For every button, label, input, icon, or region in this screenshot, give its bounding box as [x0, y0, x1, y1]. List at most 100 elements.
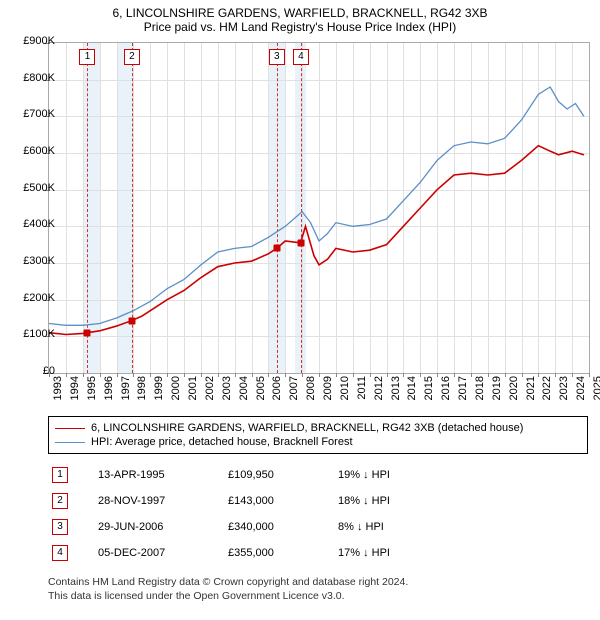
chart-subtitle: Price paid vs. HM Land Registry's House … [0, 20, 600, 40]
transaction-pct: 18% ↓ HPI [338, 495, 468, 507]
x-tick [285, 373, 286, 377]
x-axis-label: 2022 [541, 376, 553, 406]
x-tick [235, 373, 236, 377]
x-axis-label: 2002 [204, 376, 216, 406]
x-axis-label: 2018 [474, 376, 486, 406]
y-axis-label: £100K [23, 328, 55, 340]
x-axis-label: 1997 [120, 376, 132, 406]
x-axis-label: 2023 [558, 376, 570, 406]
x-axis-label: 1993 [52, 376, 64, 406]
footer-line1: Contains HM Land Registry data © Crown c… [48, 576, 408, 590]
x-tick [420, 373, 421, 377]
x-axis-label: 1995 [86, 376, 98, 406]
transaction-marker: 2 [52, 493, 68, 509]
x-axis-label: 2010 [339, 376, 351, 406]
transaction-price: £355,000 [228, 547, 328, 559]
x-tick [319, 373, 320, 377]
x-axis-label: 2020 [508, 376, 520, 406]
transaction-pct: 17% ↓ HPI [338, 547, 468, 559]
x-axis-label: 2008 [305, 376, 317, 406]
y-axis-label: £700K [23, 108, 55, 120]
transaction-date: 05-DEC-2007 [98, 547, 218, 559]
x-tick [252, 373, 253, 377]
x-tick [522, 373, 523, 377]
x-tick [437, 373, 438, 377]
y-axis-label: £900K [23, 35, 55, 47]
x-axis-label: 2019 [491, 376, 503, 406]
y-axis-label: £400K [23, 218, 55, 230]
legend-box: 6, LINCOLNSHIRE GARDENS, WARFIELD, BRACK… [48, 416, 588, 454]
chart-plot-area: 1234 [48, 42, 590, 374]
x-tick [302, 373, 303, 377]
legend-swatch [55, 428, 85, 429]
x-axis-label: 1996 [103, 376, 115, 406]
chart-title: 6, LINCOLNSHIRE GARDENS, WARFIELD, BRACK… [0, 0, 600, 20]
x-axis-label: 2015 [423, 376, 435, 406]
x-axis-label: 2021 [525, 376, 537, 406]
footer-line2: This data is licensed under the Open Gov… [48, 590, 408, 604]
transaction-marker: 4 [52, 545, 68, 561]
x-axis-label: 2005 [255, 376, 267, 406]
y-axis-label: £300K [23, 255, 55, 267]
x-tick [133, 373, 134, 377]
x-tick [572, 373, 573, 377]
x-tick [370, 373, 371, 377]
x-tick [268, 373, 269, 377]
x-tick [454, 373, 455, 377]
x-axis-label: 1999 [153, 376, 165, 406]
transaction-price: £340,000 [228, 521, 328, 533]
x-tick [117, 373, 118, 377]
x-tick [353, 373, 354, 377]
transaction-row: 113-APR-1995£109,95019% ↓ HPI [48, 462, 588, 488]
x-tick [403, 373, 404, 377]
transaction-price: £143,000 [228, 495, 328, 507]
legend-item: 6, LINCOLNSHIRE GARDENS, WARFIELD, BRACK… [55, 421, 581, 435]
legend-label: HPI: Average price, detached house, Brac… [91, 436, 353, 448]
y-axis-label: £800K [23, 72, 55, 84]
y-axis-label: £500K [23, 182, 55, 194]
transaction-row: 329-JUN-2006£340,0008% ↓ HPI [48, 514, 588, 540]
x-tick [66, 373, 67, 377]
x-tick [201, 373, 202, 377]
legend-label: 6, LINCOLNSHIRE GARDENS, WARFIELD, BRACK… [91, 422, 523, 434]
x-tick [505, 373, 506, 377]
transactions-table: 113-APR-1995£109,95019% ↓ HPI228-NOV-199… [48, 462, 588, 566]
footer-text: Contains HM Land Registry data © Crown c… [48, 576, 408, 603]
x-tick [538, 373, 539, 377]
x-tick [336, 373, 337, 377]
x-axis-label: 2024 [575, 376, 587, 406]
x-tick [100, 373, 101, 377]
x-tick [387, 373, 388, 377]
transaction-pct: 19% ↓ HPI [338, 469, 468, 481]
x-axis-label: 1998 [136, 376, 148, 406]
y-axis-label: £600K [23, 145, 55, 157]
transaction-row: 228-NOV-1997£143,00018% ↓ HPI [48, 488, 588, 514]
x-axis-label: 2016 [440, 376, 452, 406]
transaction-row: 4 05-DEC-2007 £355,000 17% ↓ HPI [48, 540, 588, 566]
transaction-pct: 8% ↓ HPI [338, 521, 468, 533]
x-axis-label: 2025 [592, 376, 600, 406]
x-axis-label: 2004 [238, 376, 250, 406]
x-axis-label: 2013 [390, 376, 402, 406]
x-axis-label: 2000 [170, 376, 182, 406]
x-tick [555, 373, 556, 377]
x-axis-label: 1994 [69, 376, 81, 406]
x-axis-label: 2006 [271, 376, 283, 406]
x-axis-label: 2014 [406, 376, 418, 406]
transaction-marker: 3 [52, 519, 68, 535]
x-axis-label: 2007 [288, 376, 300, 406]
chart-lines [49, 43, 589, 373]
x-axis-label: 2001 [187, 376, 199, 406]
x-tick [167, 373, 168, 377]
x-axis-label: 2017 [457, 376, 469, 406]
x-tick [150, 373, 151, 377]
x-tick [589, 373, 590, 377]
x-axis-label: 2011 [356, 376, 368, 406]
x-axis-label: 2012 [373, 376, 385, 406]
series-line-property [49, 146, 584, 335]
x-tick [83, 373, 84, 377]
x-tick [184, 373, 185, 377]
transaction-price: £109,950 [228, 469, 328, 481]
x-tick [488, 373, 489, 377]
x-tick [218, 373, 219, 377]
